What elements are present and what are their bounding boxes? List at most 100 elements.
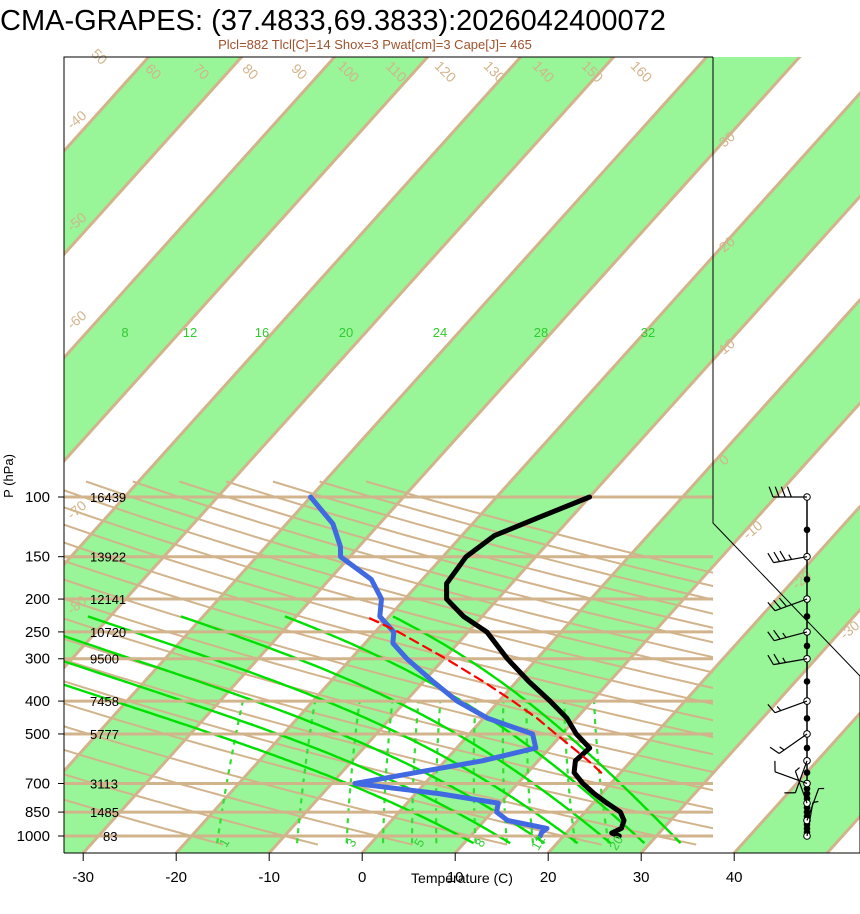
mixing-ratio-line [525, 701, 535, 844]
pressure-tick-label: 150 [25, 549, 50, 566]
dry-adiabat-label: 90 [288, 60, 310, 82]
x-tick-label: -20 [165, 869, 187, 886]
parcel-profile-line [364, 615, 603, 774]
wind-barb-feather [773, 653, 781, 664]
isotherm-line [717, 57, 860, 853]
x-axis-label: Temperature (C) [411, 870, 513, 886]
isotherm-line [360, 460, 713, 853]
isotherm-line [64, 57, 337, 360]
x-tick-label: 10 [447, 869, 464, 886]
pressure-tick-label: 300 [25, 651, 50, 668]
wind-barb-feather [776, 706, 782, 712]
isotherm-line [546, 667, 713, 853]
wind-level-dot [803, 576, 811, 583]
moist-adiabat-label: 24 [433, 325, 447, 340]
isotherm-line [64, 57, 709, 774]
isotherm-line [64, 57, 523, 567]
moist-adiabat-line [392, 615, 682, 845]
wind-barb-staff [794, 770, 808, 804]
wind-level-dot [803, 769, 811, 776]
wind-barb-feather [767, 704, 776, 714]
wind-barb-staff [794, 760, 808, 793]
wind-level-dot [803, 678, 811, 685]
mixing-ratio-label: 20 [606, 833, 626, 853]
wind-barb-feather [767, 654, 775, 665]
wind-barb-feather [788, 554, 793, 560]
dewpoint-profile-line [308, 494, 550, 839]
mixing-ratio-line [296, 700, 317, 844]
moist-adiabat-label: 8 [121, 325, 128, 340]
wind-barb-staff [806, 802, 814, 837]
dry-adiabat-line [64, 702, 602, 846]
wind-barb-staff [774, 771, 808, 785]
height-label: 16439 [90, 490, 126, 505]
moist-adiabat-line [180, 615, 612, 845]
chart-subtitle: Plcl=882 Tlcl[C]=14 Shox=3 Pwat[cm]=3 Ca… [218, 37, 532, 52]
wind-barb-feather [767, 601, 776, 612]
pressure-tick-label: 850 [25, 804, 50, 821]
mixing-ratio-line [563, 701, 577, 844]
wind-barb-feather [773, 629, 781, 640]
moist-adiabat-label: 20 [339, 325, 353, 340]
height-label: 5777 [90, 727, 119, 742]
mixing-ratio-label: 3 [343, 836, 360, 850]
wind-level-dot [803, 744, 811, 752]
height-label: 13922 [90, 550, 126, 565]
plot-right-edge [712, 57, 860, 853]
chart-title: CMA-GRAPES: (37.4833,69.3833):2026042400… [0, 5, 666, 37]
dry-adiabat-line [64, 637, 713, 810]
moist-adiabat-label: 12 [183, 325, 197, 340]
isotherm-line [713, 57, 860, 853]
isotherm-band [713, 57, 860, 853]
wind-barb-feather [778, 597, 788, 607]
wind-level-dot [803, 613, 811, 620]
dry-adiabat-label: 120 [432, 58, 460, 86]
wind-barb-feather [779, 746, 785, 751]
isotherm-line [267, 357, 713, 853]
isotherm-line [174, 254, 713, 853]
wind-barb-feather [794, 767, 800, 772]
x-tick-label: 0 [358, 869, 366, 886]
height-label: 3113 [90, 776, 118, 791]
mixing-ratio-line [501, 701, 508, 844]
pressure-tick-label: 500 [25, 726, 50, 743]
height-label: 83 [103, 829, 117, 844]
height-label: 7458 [90, 694, 119, 709]
wind-barb-feather [780, 486, 786, 498]
isotherm-line [713, 57, 860, 853]
isotherm-band [713, 57, 860, 853]
wind-barb-feather [782, 657, 787, 663]
isotherm-line [64, 57, 430, 464]
pressure-tick-label: 100 [25, 489, 50, 506]
wind-barb-feather [786, 486, 792, 498]
temperature-profile-line [444, 494, 627, 839]
isotherm-band [713, 57, 860, 853]
moist-adiabat-label: 16 [255, 325, 269, 340]
wind-level-dot [803, 715, 811, 722]
wind-barb-feather [767, 631, 775, 642]
dry-adiabat-line [64, 658, 713, 830]
wind-barb-feather [782, 632, 787, 638]
wind-level-dot [803, 526, 811, 534]
pressure-tick-label: 200 [25, 591, 50, 608]
height-label: 10720 [90, 625, 126, 640]
wind-barb-feather [769, 746, 780, 754]
wind-level-dot [803, 790, 811, 797]
dry-adiabat-line [64, 725, 508, 846]
plot-frame [63, 56, 713, 853]
wind-barb-feather [779, 550, 787, 561]
dry-adiabat-label: 160 [628, 58, 656, 86]
wind-barb-feather [812, 800, 819, 804]
y-axis-label: P (hPa) [1, 454, 16, 498]
dry-adiabat-line [64, 748, 413, 846]
mixing-ratio-line [435, 701, 442, 844]
wind-barb-feather [767, 552, 775, 563]
isotherm-label: -70 [64, 497, 90, 522]
dry-adiabat-line [64, 773, 319, 846]
moist-adiabat-line [64, 683, 475, 845]
moist-adiabat-label: 32 [641, 325, 655, 340]
x-tick-label: 30 [633, 869, 650, 886]
mixing-ratio-line [472, 701, 477, 844]
pressure-tick-label: 400 [25, 693, 50, 710]
